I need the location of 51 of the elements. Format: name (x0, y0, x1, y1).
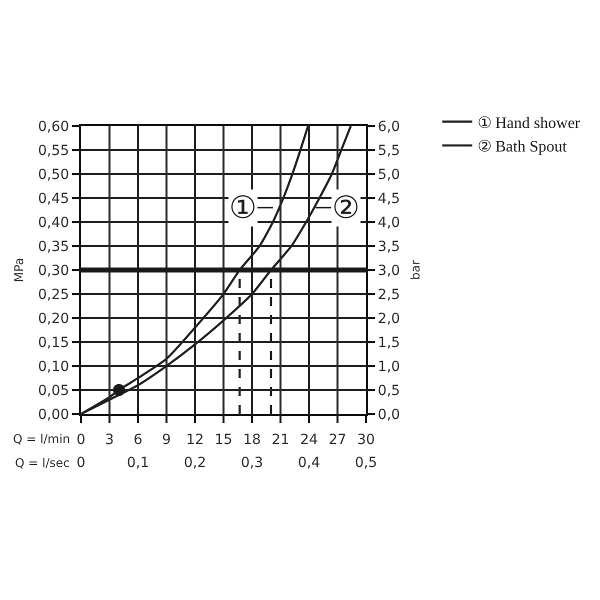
y2-tick-label: 1,5 (378, 334, 400, 351)
x2-tick-label: 0,4 (298, 455, 320, 471)
x-tick-label: 21 (272, 432, 290, 448)
y2-tick-label: 4,5 (378, 190, 400, 207)
y-tick-label: 0,35 (38, 238, 70, 255)
y-tick-label: 0,45 (38, 190, 70, 207)
y2-tick-label: 6,0 (378, 118, 400, 135)
x-tick-label: 12 (186, 432, 204, 448)
x-tick-label: 18 (243, 432, 261, 448)
y-tick-label: 0,00 (38, 406, 70, 423)
y2-tick-label: 5,0 (378, 166, 400, 183)
y2-tick-label: 3,5 (378, 238, 400, 255)
y2-tick-label: 0,5 (378, 382, 400, 399)
legend-label: ① Hand shower (477, 114, 581, 132)
y2-axis-title: bar (408, 260, 422, 280)
y-tick-label: 0,10 (38, 358, 70, 375)
y-tick-label: 0,25 (38, 286, 70, 303)
y2-tick-label: 3,0 (378, 262, 400, 279)
y2-tick-label: 5,5 (378, 142, 400, 159)
x2-tick-label: 0 (76, 455, 86, 471)
y-tick-label: 0,50 (38, 166, 70, 183)
x2-tick-label: 0,5 (354, 455, 378, 471)
annotation: ① (229, 190, 257, 226)
y2-tick-label: 1,0 (378, 358, 400, 375)
y-tick-label: 0,15 (38, 334, 70, 351)
y-tick-label: 0,30 (38, 262, 70, 279)
annotation: ② (332, 190, 360, 226)
y2-tick-label: 2,5 (378, 286, 400, 303)
x2-tick-label: 0,2 (184, 455, 206, 471)
x-tick-label: 3 (105, 432, 114, 448)
legend-label: ② Bath Spout (477, 138, 568, 156)
y-tick-label: 0,55 (38, 142, 70, 159)
x-tick-label: 0 (76, 432, 86, 448)
x-tick-label: 9 (162, 432, 171, 448)
y-tick-label: 0,05 (38, 382, 70, 399)
x-tick-label: 30 (357, 432, 375, 448)
x-tick-label: 27 (328, 432, 346, 448)
x-tick-label: 24 (300, 432, 318, 448)
y2-tick-label: 0,0 (378, 406, 400, 423)
x2-tick-label: 0,1 (126, 455, 150, 471)
y-tick-label: 0,20 (38, 310, 70, 327)
x-tick-label: 6 (134, 432, 143, 448)
x2-axis-title: Q = l/sec (15, 456, 70, 470)
x-axis-title: Q = l/min (13, 432, 70, 446)
y2-tick-label: 4,0 (378, 214, 400, 231)
y-axis-title: MPa (12, 258, 26, 282)
y-tick-label: 0,40 (38, 214, 70, 231)
x-tick-label: 15 (214, 432, 232, 448)
x2-tick-label: 0,3 (240, 455, 264, 471)
y-tick-label: 0,60 (38, 118, 70, 135)
y2-tick-label: 2,0 (378, 310, 400, 327)
